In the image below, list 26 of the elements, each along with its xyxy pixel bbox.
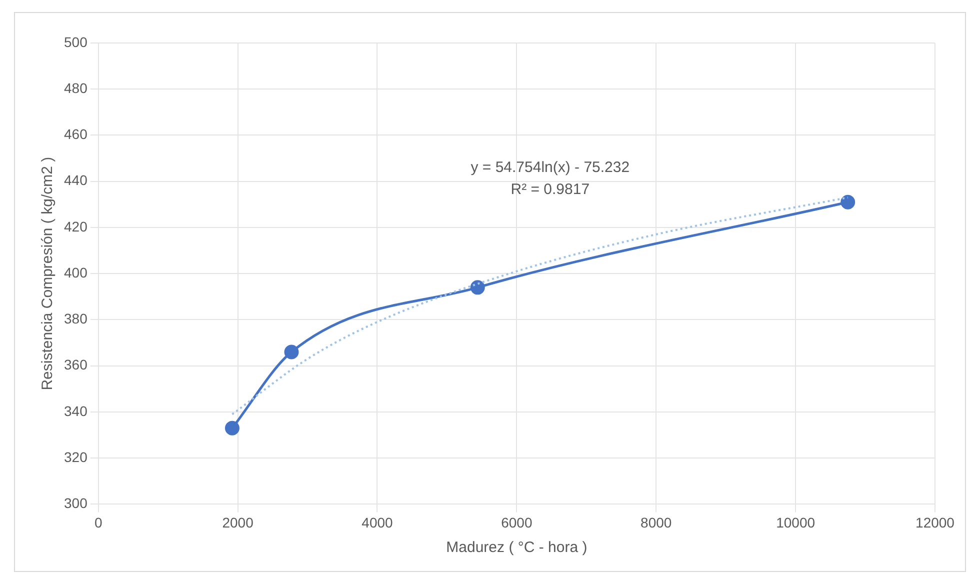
y-tick-label: 300 (64, 495, 88, 512)
x-tick-label: 6000 (501, 514, 532, 530)
x-axis-title: Madurez ( °C - hora ) (446, 539, 588, 556)
x-tick-label: 10000 (776, 514, 816, 530)
y-tick-label: 380 (64, 310, 88, 327)
y-tick-label: 500 (64, 34, 88, 50)
y-axis-title: Resistencia Compresión ( kg/cm2 ) (39, 156, 56, 390)
annotation: y = 54.754ln(x) - 75.232 (470, 159, 630, 176)
y-tick-label: 440 (64, 172, 88, 188)
y-tick-label: 360 (64, 356, 88, 373)
x-tick-label: 12000 (916, 514, 955, 530)
point (284, 344, 299, 360)
x-tick-label: 2000 (222, 514, 254, 530)
y-tick-label: 420 (64, 218, 88, 234)
annotation: R² = 0.9817 (510, 181, 590, 198)
y-tick-label: 320 (64, 448, 88, 465)
y-tick-label: 400 (64, 264, 88, 280)
x-tick-label: 8000 (640, 514, 672, 530)
x-tick-label: 4000 (362, 514, 394, 530)
y-tick-label: 480 (64, 80, 88, 96)
point (470, 280, 485, 295)
point (840, 194, 856, 210)
y-tick-label: 460 (64, 126, 88, 142)
x-tick-label: 0 (94, 514, 102, 530)
point (224, 420, 240, 436)
y-tick-label: 340 (64, 402, 88, 419)
